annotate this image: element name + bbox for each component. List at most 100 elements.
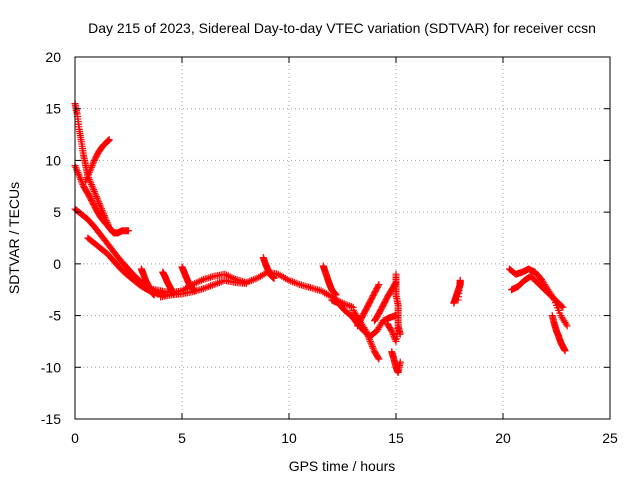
data-point	[270, 274, 278, 282]
data-point	[396, 330, 404, 338]
data-point	[374, 354, 382, 362]
data-point	[367, 339, 375, 347]
data-point	[72, 165, 80, 173]
data-point	[92, 191, 100, 199]
y-tick-label: 10	[45, 152, 61, 168]
y-tick-label: 20	[45, 49, 61, 65]
y-axis-label: SDTVAR / TECUs	[6, 182, 22, 294]
data-point	[95, 200, 103, 208]
data-point	[331, 290, 339, 298]
x-tick-label: 0	[71, 430, 79, 446]
data-point	[94, 196, 102, 204]
y-tick-label: -15	[41, 411, 61, 427]
chart-title: Day 215 of 2023, Sidereal Day-to-day VTE…	[88, 20, 596, 36]
data-point	[369, 344, 377, 352]
data-point	[78, 179, 86, 187]
data-point	[74, 168, 82, 176]
data-point	[125, 227, 132, 235]
data-point	[363, 329, 371, 337]
x-tick-label: 25	[602, 430, 618, 446]
data-point	[368, 341, 376, 349]
data-point	[105, 136, 113, 144]
data-point	[391, 336, 399, 344]
data-point	[89, 184, 97, 192]
grid	[75, 57, 610, 419]
x-axis-label: GPS time / hours	[289, 458, 396, 474]
data-point	[332, 291, 340, 299]
data-point	[88, 162, 96, 170]
data-point	[368, 343, 376, 351]
data-point	[72, 163, 80, 171]
data-point	[77, 175, 85, 183]
data-point	[388, 329, 396, 337]
data-point	[561, 347, 569, 355]
series-arc-spike-115	[319, 262, 340, 299]
series-arc-rise-135	[353, 281, 383, 330]
series-arc-evening-b	[508, 272, 567, 311]
data-point	[169, 290, 177, 298]
data-point	[92, 193, 100, 201]
series-arc-steep-decay	[71, 100, 118, 237]
data-point	[77, 177, 85, 185]
data-point	[87, 181, 95, 189]
data-point	[93, 194, 101, 202]
y-tick-label: 5	[53, 204, 61, 220]
data-point	[366, 336, 374, 344]
data-point	[389, 331, 397, 339]
data-point	[87, 179, 95, 187]
x-tick-labels: 0 5 10 15 20 25	[71, 430, 618, 446]
data-point	[362, 327, 370, 335]
data-points	[71, 100, 571, 376]
y-tick-label: 0	[53, 256, 61, 272]
data-point	[87, 165, 95, 173]
data-point	[331, 289, 339, 297]
data-point	[90, 186, 98, 194]
series-arc-dip-to-9	[349, 306, 383, 363]
data-point	[85, 168, 93, 176]
series-arc-high-start	[71, 162, 132, 237]
data-point	[374, 282, 382, 290]
x-tick-label: 15	[388, 430, 404, 446]
data-point	[394, 322, 402, 330]
data-point	[86, 167, 94, 175]
data-point	[365, 334, 373, 342]
series-arc-evening-drop	[548, 312, 569, 355]
data-point	[90, 158, 98, 166]
y-tick-label: 15	[45, 101, 61, 117]
data-point	[75, 170, 83, 178]
data-point	[375, 355, 383, 363]
series-arc-18h	[450, 276, 464, 307]
series-arc-5-to-min3	[71, 205, 169, 299]
data-point	[150, 291, 158, 299]
data-point	[88, 182, 96, 190]
data-point	[85, 170, 93, 178]
x-tick-label: 20	[495, 430, 511, 446]
data-point	[366, 337, 374, 345]
data-point	[454, 296, 462, 304]
data-point	[95, 198, 103, 206]
data-point	[562, 320, 570, 328]
axis-ticks	[74, 56, 611, 420]
series-arc-spike-4	[159, 268, 177, 298]
data-point	[189, 285, 197, 293]
data-point	[363, 331, 371, 339]
data-point	[563, 322, 571, 330]
data-point	[364, 332, 372, 340]
data-point	[242, 280, 250, 288]
plot-frame	[74, 56, 611, 420]
data-point	[83, 174, 91, 182]
series-arc-rise-to-12	[82, 136, 113, 185]
y-tick-label: -5	[49, 308, 62, 324]
data-point	[75, 172, 83, 180]
series-arc-spike-5	[178, 263, 199, 295]
data-point	[191, 287, 199, 295]
data-point	[396, 358, 404, 366]
series-arc-bottom-15	[388, 348, 404, 376]
series-arc-spike-3	[137, 265, 158, 299]
data-point	[96, 201, 104, 209]
data-point	[91, 189, 99, 197]
data-point	[76, 174, 84, 182]
data-point	[559, 303, 567, 311]
series-arc-evening-a	[505, 265, 571, 330]
